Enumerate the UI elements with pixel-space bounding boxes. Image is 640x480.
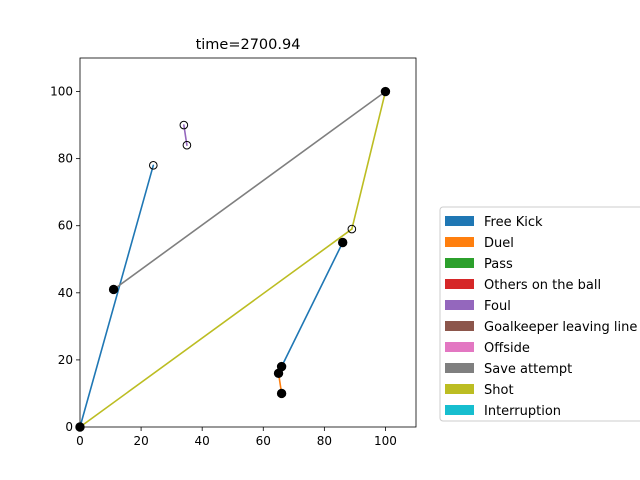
event-segment: [280, 241, 344, 368]
event-point-filled: [337, 237, 348, 248]
legend-label: Save attempt: [484, 362, 572, 377]
plot-area: 0 20 40 60 80 100 0 20 40 60 80 100: [50, 57, 417, 448]
legend-label: Pass: [484, 257, 513, 272]
x-tick-label: 80: [317, 434, 332, 448]
event-segment: [351, 90, 387, 230]
legend-swatch: [445, 363, 474, 373]
x-tick-label: 20: [133, 434, 148, 448]
legend-label: Shot: [484, 383, 514, 398]
x-tick-label: 60: [256, 434, 271, 448]
legend-label: Foul: [484, 299, 511, 314]
plot-marks: [80, 90, 387, 427]
event-point-filled: [273, 368, 284, 379]
event-segment: [112, 90, 387, 291]
y-tick-label: 60: [58, 219, 73, 233]
event-point-open: [179, 120, 189, 130]
event-point-filled: [276, 388, 287, 399]
legend-swatch: [445, 384, 474, 394]
legend-label: Others on the ball: [484, 278, 601, 293]
legend-label: Free Kick: [484, 215, 543, 230]
y-tick-label: 20: [58, 353, 73, 367]
legend-swatch: [445, 342, 474, 352]
legend-swatch: [445, 237, 474, 247]
legend-swatch: [445, 279, 474, 289]
event-point-open: [149, 161, 158, 170]
legend-label: Duel: [484, 236, 514, 251]
y-tick-label: 100: [50, 85, 73, 99]
legend-label: Goalkeeper leaving line: [484, 320, 637, 335]
legend-swatch: [445, 258, 474, 268]
event-segment: [80, 164, 155, 427]
x-tick-label: 100: [374, 434, 397, 448]
event-point-filled: [380, 86, 391, 97]
legend-swatch: [445, 216, 474, 226]
legend-swatch: [445, 321, 474, 331]
event-point-filled: [108, 284, 119, 295]
event-point-filled: [75, 422, 85, 432]
y-tick-label: 80: [58, 152, 73, 166]
legend-swatch: [445, 300, 474, 310]
event-point-open: [182, 140, 192, 150]
legend: Free Kick Duel Pass Others on the ball Foul G…: [439, 206, 640, 422]
legend-swatch: [445, 405, 474, 415]
x-tick-label: 40: [195, 434, 210, 448]
legend-label: Offside: [484, 341, 530, 356]
chart-title: time=2700.94: [196, 37, 301, 53]
y-tick-label: 40: [58, 286, 73, 300]
legend-label: Interruption: [484, 404, 561, 419]
event-segment: [80, 228, 353, 427]
legend-box: [439, 206, 640, 422]
x-tick-label: 0: [76, 434, 84, 448]
y-tick-label: 0: [65, 420, 73, 434]
event-point-open: [347, 224, 357, 234]
axes-frame: [79, 57, 417, 428]
